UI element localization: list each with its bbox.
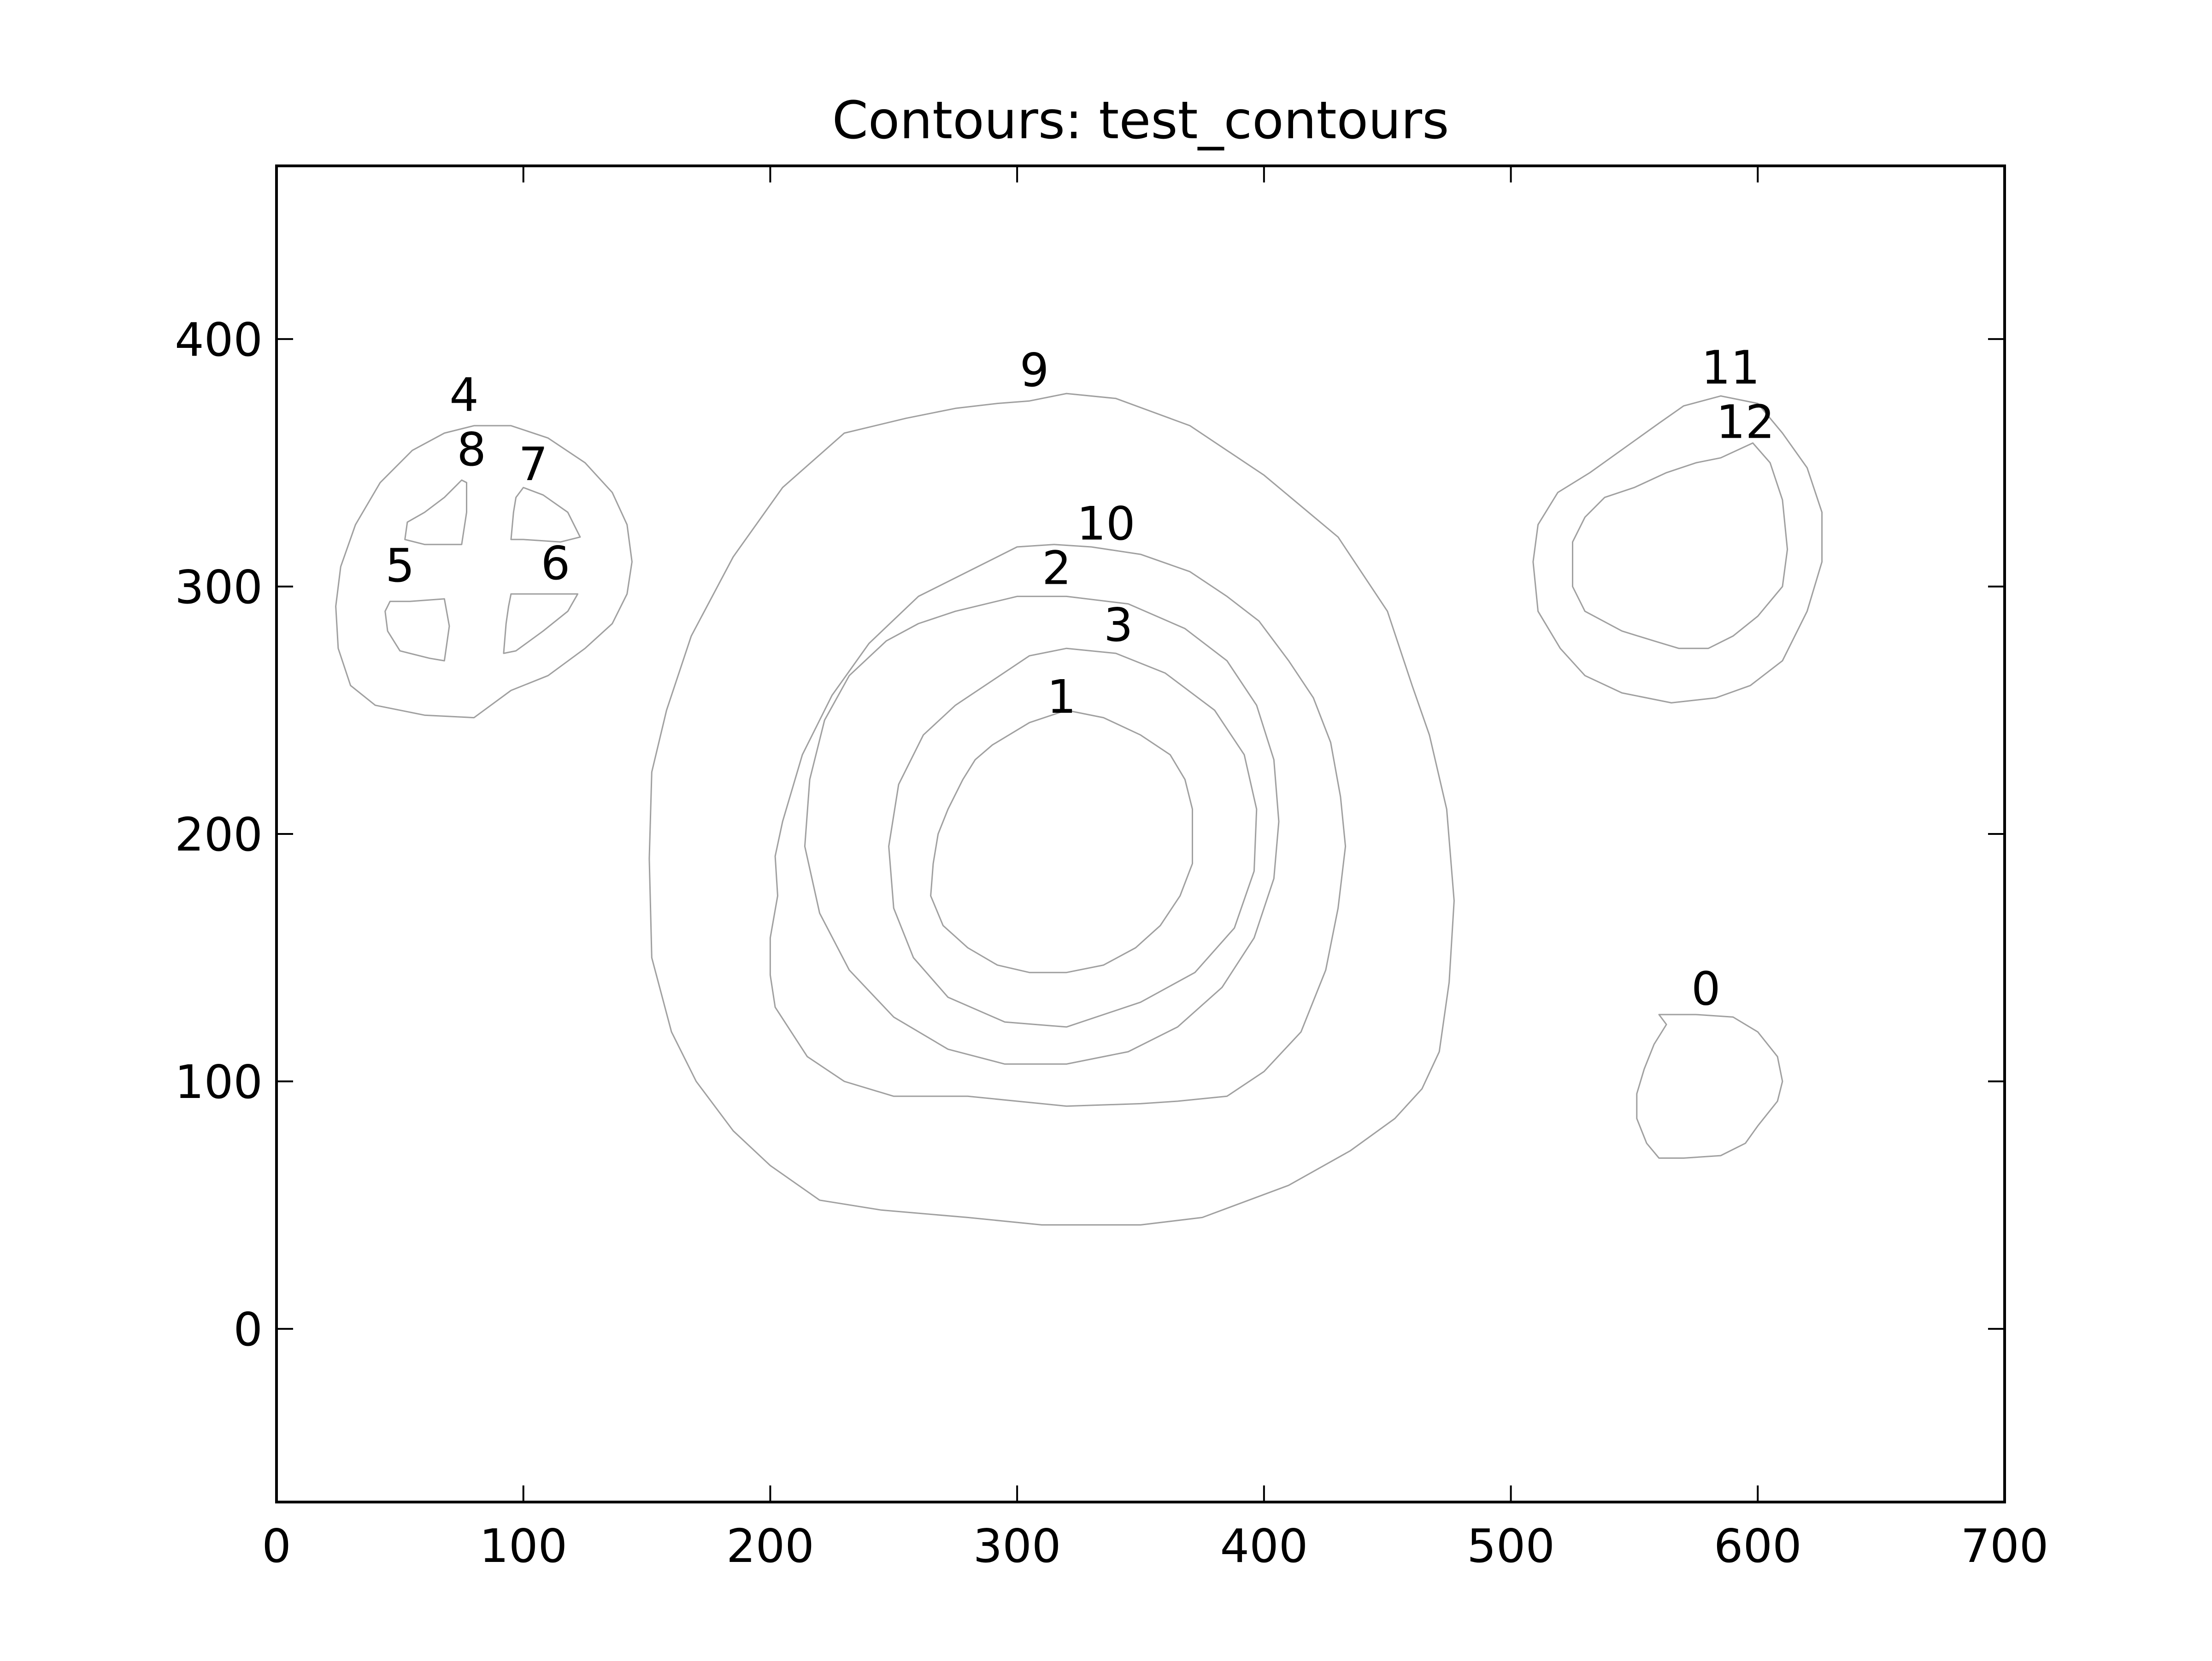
contour-line-4 — [335, 425, 633, 719]
x-tick-label: 700 — [1961, 1519, 2049, 1573]
x-tick-label: 300 — [973, 1519, 1061, 1573]
contour-layer — [335, 393, 1823, 1226]
contour-label: 0 — [1691, 962, 1721, 1016]
y-tick-label: 100 — [175, 1055, 263, 1109]
contour-line-3 — [888, 647, 1258, 1028]
contour-line-10 — [769, 544, 1347, 1107]
contour-line-2 — [804, 595, 1280, 1065]
contour-label: 3 — [1104, 598, 1133, 652]
contour-label: 10 — [1077, 497, 1135, 551]
plot-frame — [275, 164, 2006, 1503]
contour-label: 8 — [457, 423, 486, 476]
contour-label: 2 — [1042, 541, 1071, 595]
contour-label: 12 — [1716, 395, 1775, 449]
y-tick-label: 300 — [175, 560, 263, 614]
chart-title: Contours: test_contours — [832, 91, 1449, 151]
x-tick-label: 0 — [262, 1519, 291, 1573]
y-tick-label: 0 — [233, 1303, 263, 1356]
contour-label: 7 — [518, 437, 548, 491]
contour-line-8 — [404, 479, 467, 546]
contour-label: 4 — [449, 368, 479, 422]
contour-line-1 — [930, 710, 1193, 974]
contour-line-5 — [384, 598, 450, 662]
contour-line-7 — [510, 487, 581, 543]
x-tick-label: 100 — [479, 1519, 567, 1573]
y-tick-label: 200 — [175, 808, 263, 862]
x-tick-label: 600 — [1714, 1519, 1802, 1573]
contour-label: 5 — [385, 539, 415, 593]
contour-label: 9 — [1020, 343, 1049, 397]
y-tick-label: 400 — [175, 313, 263, 367]
contour-label: 6 — [541, 536, 571, 590]
x-tick-label: 200 — [726, 1519, 814, 1573]
contour-line-0 — [1636, 1014, 1783, 1159]
contour-label: 1 — [1047, 670, 1077, 724]
x-tick-label: 400 — [1220, 1519, 1308, 1573]
contour-line-6 — [503, 593, 579, 654]
x-tick-label: 500 — [1467, 1519, 1555, 1573]
contour-line-12 — [1572, 442, 1788, 649]
contour-line-9 — [648, 393, 1455, 1226]
contour-line-11 — [1532, 395, 1823, 704]
contour-label: 11 — [1701, 341, 1760, 395]
